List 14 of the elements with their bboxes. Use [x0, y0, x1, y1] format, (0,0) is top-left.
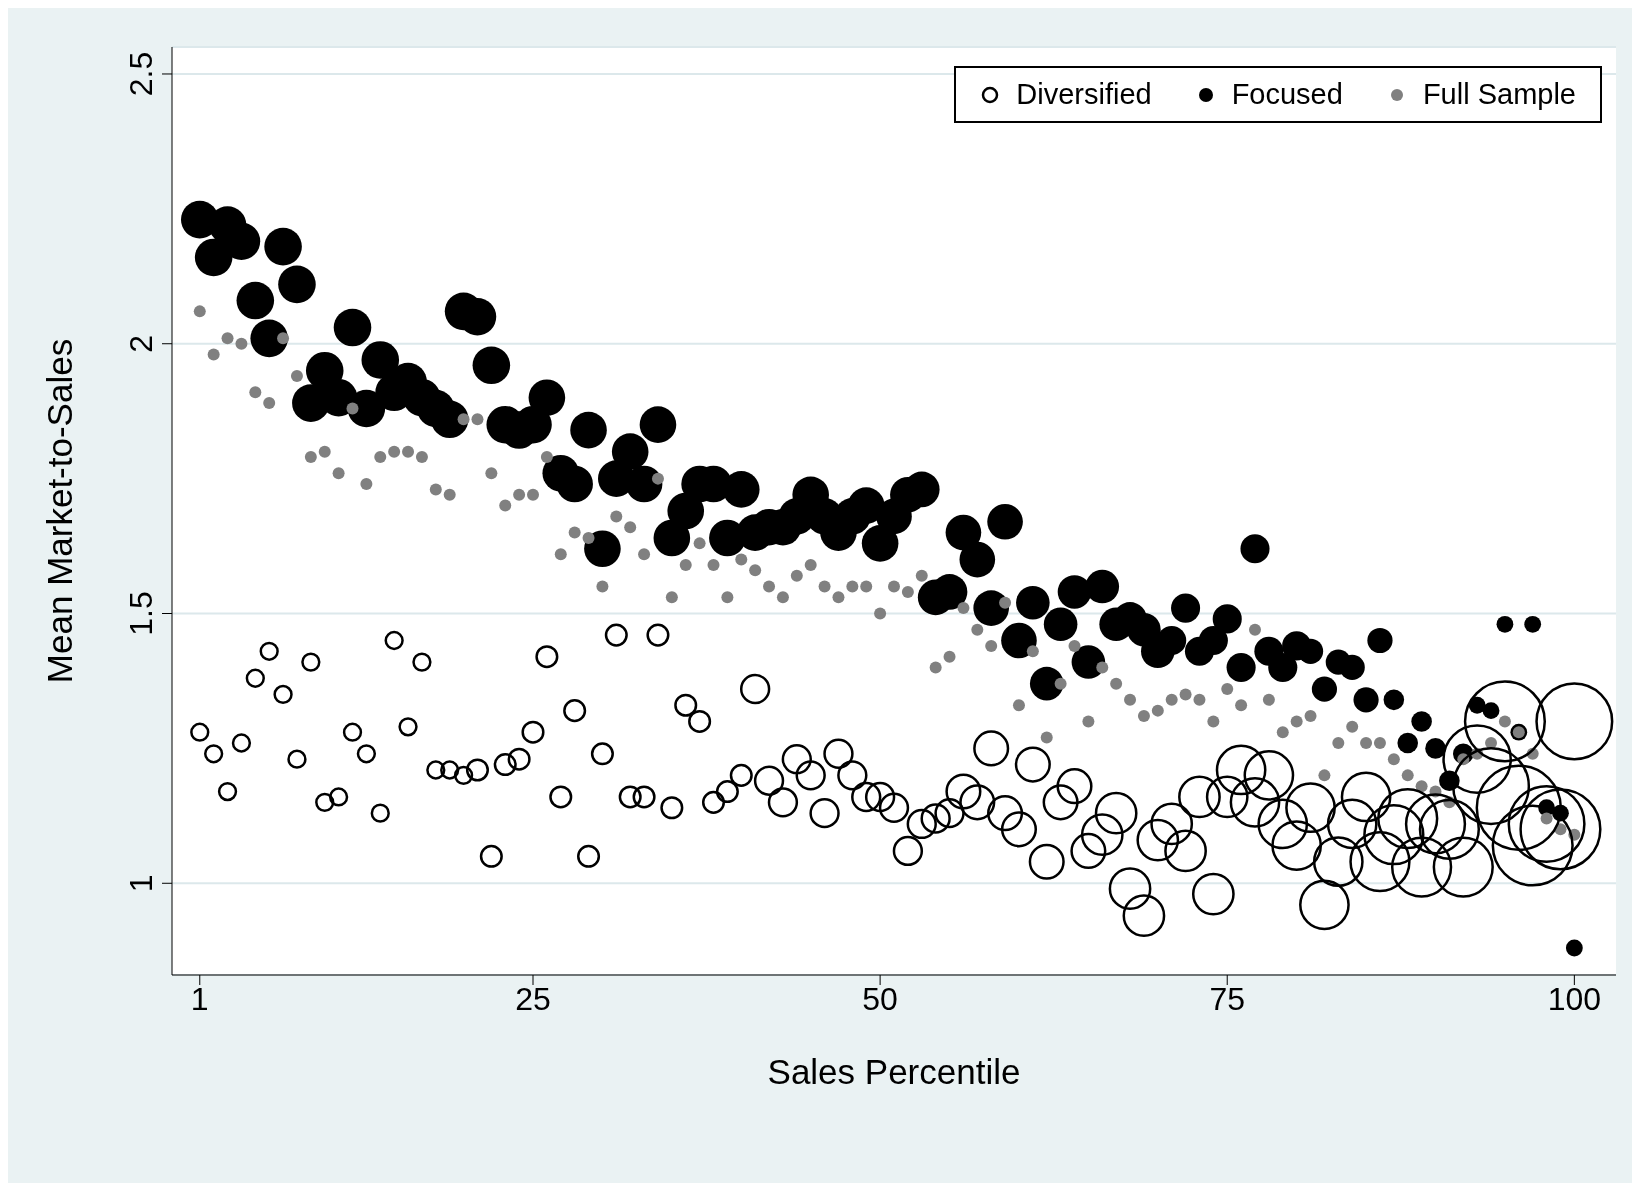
- y-tick-label: 2.5: [123, 51, 159, 97]
- x-axis-title: Sales Percentile: [767, 1052, 1021, 1091]
- x-tick-label: 1: [190, 980, 209, 1017]
- y-tick-label: 2: [123, 334, 159, 353]
- legend-label: Full Sample: [1422, 78, 1576, 111]
- y-tick-label: 1: [123, 874, 159, 893]
- x-tick-label: 75: [1209, 980, 1246, 1017]
- x-tick-label: 50: [862, 980, 898, 1017]
- legend-label: Diversified: [1016, 78, 1152, 111]
- y-tick-label: 1.5: [123, 591, 159, 636]
- legend-label: Focused: [1231, 78, 1343, 111]
- x-tick-label: 100: [1547, 980, 1602, 1017]
- x-tick-label: 25: [515, 980, 551, 1017]
- y-axis-title: Mean Market-to-Sales: [40, 338, 80, 684]
